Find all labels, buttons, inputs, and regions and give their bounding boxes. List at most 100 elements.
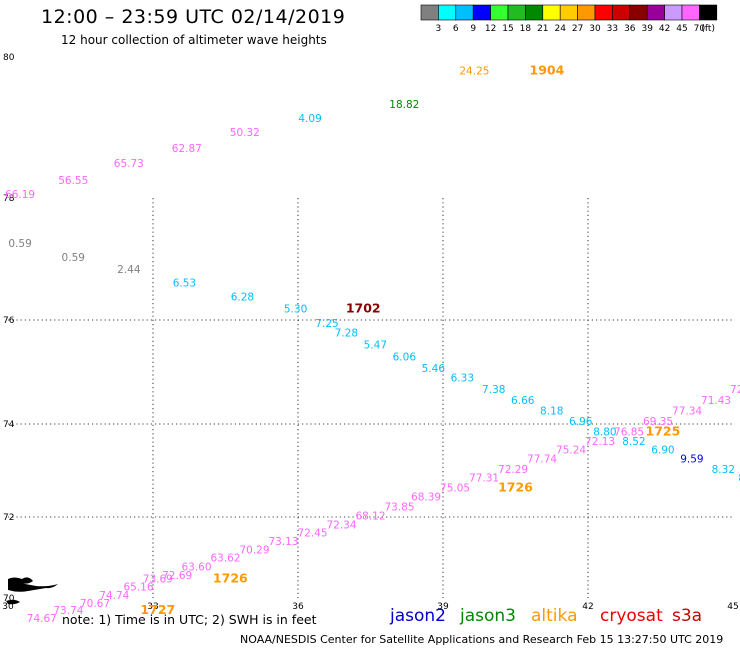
legend-tick-label: 3	[436, 24, 442, 34]
legend-swatch	[594, 4, 613, 21]
grid-lines	[8, 198, 733, 598]
wave-height-value: 75.05	[440, 482, 470, 494]
wave-height-value: 73.13	[268, 536, 298, 548]
wave-height-value: 24.25	[459, 66, 489, 78]
wave-height-value: 8.18	[540, 406, 563, 418]
legend-swatch	[507, 4, 526, 21]
wave-height-value: 65.73	[114, 158, 144, 170]
lon-tick-label: 39	[437, 602, 449, 612]
legend-swatch	[559, 4, 578, 21]
legend-tick-label: 45	[676, 24, 687, 34]
color-legend: 3 6 9 12 15 18 21 24 27 30 33 36 39 42 45 70(ft)	[420, 4, 718, 34]
lon-tick-label: 45	[727, 602, 738, 612]
satellite-label-altika: altika	[531, 606, 578, 626]
pass-time-label: 1726	[498, 479, 533, 494]
legend-swatch	[612, 4, 631, 21]
wave-height-value: 7.25	[315, 318, 338, 330]
wave-height-value: 70.29	[239, 544, 269, 556]
satellite-label-jason2: jason2	[390, 606, 446, 626]
wave-height-value: 7.28	[335, 328, 358, 340]
wave-height-value: 72.29	[498, 464, 528, 476]
legend-swatch	[420, 4, 439, 21]
wave-height-value: 72.99	[730, 384, 740, 396]
wave-height-value: 72.69	[162, 570, 192, 582]
page-subtitle: 12 hour collection of altimeter wave hei…	[61, 33, 327, 47]
lat-tick-label: 78	[3, 194, 15, 204]
legend-tick-label: 24	[554, 24, 566, 34]
footnote: note: 1) Time is in UTC; 2) SWH is in fe…	[62, 612, 317, 627]
wave-height-value: 5.47	[364, 340, 387, 352]
legend-tick-label: 6	[453, 24, 459, 34]
wave-height-value: 6.28	[231, 291, 254, 303]
legend-tick-label: 30	[589, 24, 601, 34]
legend-swatch	[646, 4, 665, 21]
wave-height-value: 6.06	[393, 352, 417, 364]
coastline-island	[6, 599, 20, 605]
legend-swatch	[629, 4, 648, 21]
legend-swatch	[438, 4, 457, 21]
coastline-svalbard-edge	[8, 577, 58, 592]
wave-height-value: 6.33	[451, 372, 474, 384]
legend-swatch	[542, 4, 561, 21]
wave-height-value: 66.19	[5, 189, 35, 201]
lon-tick-label: 30	[2, 602, 14, 612]
wave-height-value: 74.74	[99, 590, 129, 602]
wave-height-value: 65.16	[123, 582, 153, 594]
page-title: 12:00 – 23:59 UTC 02/14/2019	[41, 6, 346, 28]
legend-tick-label: 42	[659, 24, 670, 34]
legend-swatch	[577, 4, 596, 21]
lat-tick-label: 74	[3, 420, 15, 430]
legend-swatch	[699, 4, 718, 21]
wave-height-value: 69.35	[643, 416, 673, 428]
wave-height-value: 8.80	[593, 427, 616, 439]
wave-height-value: 74.67	[27, 613, 57, 625]
wave-height-value: 4.09	[298, 113, 321, 125]
wave-height-value: 0.59	[8, 238, 31, 250]
satellite-label-cryosat: cryosat	[600, 606, 663, 626]
wave-height-value: 77.34	[672, 406, 702, 418]
wave-height-value: 50.32	[230, 127, 260, 139]
wave-height-value: 7.38	[482, 384, 505, 396]
wave-height-value: 73.85	[384, 501, 414, 513]
wave-height-value: 6.53	[173, 277, 196, 289]
lon-tick-label: 33	[147, 602, 158, 612]
wave-height-value: 8.52	[622, 436, 645, 448]
legend-swatch	[681, 4, 700, 21]
wave-height-value: 72.34	[326, 519, 356, 531]
legend-swatch	[525, 4, 544, 21]
pass-time-label: 1725	[646, 424, 681, 439]
wave-height-value: 5.46	[422, 363, 446, 375]
legend-tick-label: 33	[607, 24, 618, 34]
wave-height-value: 62.87	[172, 143, 202, 155]
lat-tick-label: 70	[3, 594, 15, 604]
pass-time-label: 1904	[530, 63, 565, 78]
pass-time-label: 1702	[346, 301, 381, 316]
wave-height-value: 8.57	[738, 473, 740, 485]
lon-tick-label: 36	[292, 602, 304, 612]
wave-height-value: 71.43	[701, 395, 731, 407]
legend-swatch	[490, 4, 509, 21]
wave-height-value: 68.39	[411, 492, 441, 504]
wave-height-observations: 24.25 1904 18.82 4.09 50.32 62.87 65.73 56.55 66…	[5, 63, 740, 625]
legend-tick-label: 21	[537, 24, 548, 34]
legend-swatch	[455, 4, 474, 21]
wave-height-value: 73.74	[53, 605, 83, 617]
wave-height-value: 63.62	[210, 553, 240, 565]
legend-tick-label: 18	[520, 24, 532, 34]
satellite-label-s3a: s3a	[672, 606, 703, 626]
legend-tick-label: 39	[641, 24, 653, 34]
pass-time-label: 1727	[140, 602, 175, 617]
legend-tick-label: 70	[694, 24, 706, 34]
axis-labels: 70 72 74 76 78 80 30 33 36 39 42 45	[2, 53, 738, 612]
credit-line: NOAA/NESDIS Center for Satellite Applica…	[240, 633, 724, 646]
wave-height-value: 75.24	[556, 444, 586, 456]
wave-height-value: 6.66	[511, 395, 535, 407]
wave-height-value: 77.31	[469, 473, 499, 485]
legend-tick-label: 12	[485, 24, 496, 34]
wave-height-value: 72.13	[585, 436, 615, 448]
legend-swatch	[472, 4, 491, 21]
wave-height-value: 70.67	[80, 598, 110, 610]
wave-height-value: 2.44	[117, 264, 141, 276]
